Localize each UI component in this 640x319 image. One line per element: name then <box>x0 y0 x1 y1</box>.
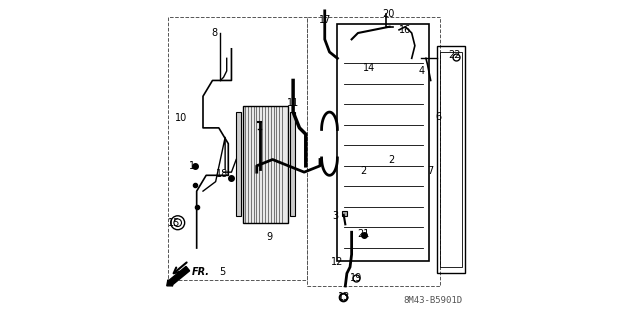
Text: 20: 20 <box>382 9 394 19</box>
Text: 17: 17 <box>319 15 331 26</box>
FancyBboxPatch shape <box>243 106 289 223</box>
Text: 22: 22 <box>448 50 461 60</box>
Text: 11: 11 <box>287 98 300 108</box>
Text: 6: 6 <box>436 112 442 122</box>
Text: 18: 18 <box>216 169 228 179</box>
Text: 8M43-B5901D: 8M43-B5901D <box>403 296 462 305</box>
Text: 5: 5 <box>219 267 225 277</box>
FancyArrow shape <box>167 266 189 286</box>
Text: 12: 12 <box>332 257 344 267</box>
Text: 13: 13 <box>337 292 350 302</box>
FancyBboxPatch shape <box>290 112 294 216</box>
Text: FR.: FR. <box>192 267 210 277</box>
Text: 10: 10 <box>175 113 187 123</box>
Text: 19: 19 <box>350 273 362 283</box>
Text: 1: 1 <box>189 161 195 171</box>
Text: 2: 2 <box>388 154 394 165</box>
Text: 3: 3 <box>333 211 339 221</box>
Text: 2: 2 <box>360 166 367 175</box>
Text: 7: 7 <box>428 166 434 175</box>
Text: 16: 16 <box>399 25 412 35</box>
Text: 21: 21 <box>358 229 370 239</box>
Text: 15: 15 <box>168 218 180 228</box>
Text: 4: 4 <box>418 66 424 76</box>
Text: 14: 14 <box>363 63 375 73</box>
FancyBboxPatch shape <box>236 112 241 216</box>
Text: 9: 9 <box>266 232 273 242</box>
Text: 8: 8 <box>211 28 217 38</box>
FancyBboxPatch shape <box>342 211 347 216</box>
